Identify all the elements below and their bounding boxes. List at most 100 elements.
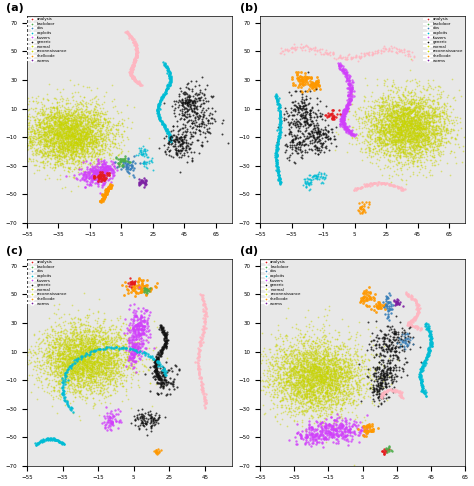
Point [43,130,51,138]
Point [358,52,365,60]
Point [115,368,123,376]
Point [173,133,181,140]
Point [84,115,91,123]
Point [35,140,43,148]
Point [297,361,305,368]
Point [114,159,121,167]
Point [287,407,294,415]
Point [104,418,111,426]
Point [397,335,405,343]
Point [318,388,326,396]
Point [102,342,110,349]
Point [420,125,428,133]
Point [288,372,296,380]
Point [309,343,317,351]
Point [50,129,57,137]
Point [314,146,322,154]
Point [349,387,356,395]
Point [340,387,348,395]
Point [329,383,337,391]
Point [114,361,121,368]
Point [414,300,422,308]
Point [424,130,432,138]
Point [77,320,84,328]
Point [413,123,420,131]
Point [368,51,376,58]
Point [92,331,100,339]
Point [437,137,445,144]
Point [389,113,396,121]
Point [294,404,301,412]
Point [147,415,155,422]
Point [64,163,72,171]
Point [106,166,113,174]
Point [6,133,13,141]
Point [20,130,28,138]
Point [422,123,429,131]
Point [55,364,62,372]
Point [394,129,402,137]
Point [158,118,166,126]
Point [64,123,72,131]
Point [79,134,87,142]
Point [130,57,138,65]
Point [55,345,62,353]
Point [305,145,313,153]
Point [307,382,315,389]
Point [316,338,324,346]
Point [310,370,318,378]
Point [84,359,91,366]
Point [393,119,401,127]
Point [393,125,401,133]
Point [66,141,73,149]
Point [362,108,369,116]
Point [300,371,308,379]
Point [75,117,82,125]
Point [339,399,346,407]
Point [305,367,313,375]
Point [430,153,438,161]
Point [376,370,383,378]
Point [391,43,398,51]
Point [77,338,85,346]
Point [57,369,64,377]
Point [101,333,109,341]
Point [405,98,412,105]
Point [57,119,64,127]
Point [130,341,137,349]
Point [385,304,392,312]
Point [346,87,354,94]
Point [320,375,328,382]
Point [371,135,378,142]
Point [107,426,115,434]
Point [342,389,350,397]
Point [76,145,83,153]
Point [60,128,67,136]
Point [90,122,97,129]
Point [317,132,325,139]
Point [334,396,342,404]
Point [177,140,184,148]
Point [332,367,339,375]
Point [265,346,273,353]
Point [311,432,319,439]
Point [426,129,433,137]
Point [133,348,140,356]
Point [98,135,105,143]
Point [299,344,307,351]
Point [408,135,416,143]
Point [55,128,63,136]
Point [82,384,90,392]
Point [43,147,51,155]
Point [324,132,331,139]
Point [301,121,309,129]
Point [54,143,62,151]
Point [301,346,309,354]
Point [71,88,79,96]
Point [341,417,349,425]
Point [326,377,334,384]
Point [351,342,358,349]
Point [191,97,199,105]
Point [323,432,330,439]
Point [274,380,282,388]
